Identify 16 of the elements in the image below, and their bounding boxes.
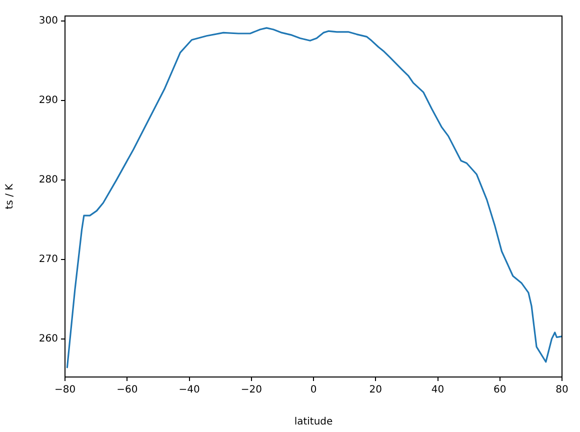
x-tick-label: 80	[556, 384, 568, 396]
y-axis-title: ts / K	[4, 183, 16, 210]
y-tick-label: 260	[38, 333, 58, 344]
x-tick-label: −20	[240, 384, 262, 396]
y-tick-label: 290	[38, 94, 58, 106]
y-tick-label: 300	[38, 15, 58, 26]
x-tick-label: 60	[494, 384, 506, 396]
x-axis-title: latitude	[294, 416, 333, 428]
x-tick-label: −60	[116, 384, 138, 396]
x-tick-label: −40	[178, 384, 200, 396]
x-tick-label: 0	[310, 384, 317, 396]
y-tick-label: 280	[38, 174, 58, 186]
x-tick-label: 40	[431, 384, 444, 396]
x-tick-label: −80	[54, 384, 76, 396]
y-tick-label: 270	[38, 254, 58, 265]
x-tick-label: 20	[369, 384, 382, 396]
